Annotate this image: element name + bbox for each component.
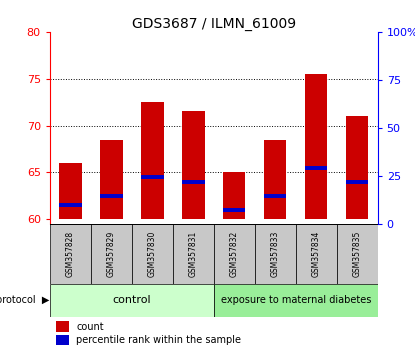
Text: GSM357830: GSM357830 — [148, 231, 157, 277]
Bar — [100, 139, 122, 219]
Bar — [223, 172, 246, 219]
Bar — [337, 224, 378, 284]
Bar — [50, 284, 214, 317]
Text: GSM357833: GSM357833 — [271, 231, 280, 277]
Text: count: count — [76, 321, 104, 331]
Bar — [91, 224, 132, 284]
Bar — [182, 112, 205, 219]
Bar — [141, 175, 164, 179]
Bar — [100, 194, 122, 198]
Text: control: control — [112, 295, 151, 306]
Bar — [50, 224, 91, 284]
Bar — [305, 166, 327, 170]
Bar — [59, 163, 82, 219]
Bar — [264, 139, 286, 219]
Bar — [346, 116, 369, 219]
Text: GSM357829: GSM357829 — [107, 231, 116, 277]
Bar — [56, 335, 69, 346]
Bar — [141, 102, 164, 219]
Bar — [56, 321, 69, 332]
Bar — [182, 179, 205, 184]
Bar — [223, 208, 246, 212]
Bar — [132, 224, 173, 284]
Bar — [214, 224, 255, 284]
Bar — [264, 194, 286, 198]
Bar — [346, 179, 369, 184]
Text: GSM357831: GSM357831 — [189, 231, 198, 277]
Text: GSM357828: GSM357828 — [66, 231, 75, 277]
Text: percentile rank within the sample: percentile rank within the sample — [76, 335, 241, 345]
Text: GSM357834: GSM357834 — [312, 231, 321, 277]
Text: protocol  ▶: protocol ▶ — [0, 295, 50, 306]
Text: GSM357832: GSM357832 — [230, 231, 239, 277]
Bar — [295, 224, 337, 284]
Bar — [255, 224, 295, 284]
Title: GDS3687 / ILMN_61009: GDS3687 / ILMN_61009 — [132, 17, 296, 31]
Bar — [173, 224, 214, 284]
Bar — [214, 284, 378, 317]
Bar — [305, 74, 327, 219]
Bar — [59, 203, 82, 207]
Text: exposure to maternal diabetes: exposure to maternal diabetes — [220, 295, 371, 306]
Text: GSM357835: GSM357835 — [353, 231, 361, 277]
